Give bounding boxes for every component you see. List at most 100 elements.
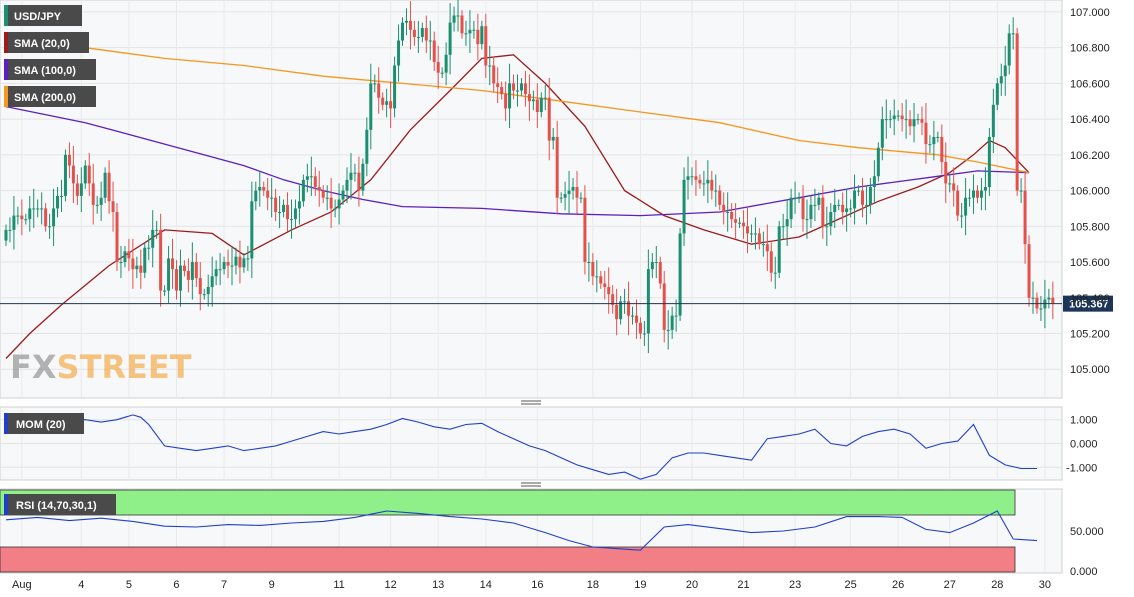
candle	[198, 262, 202, 311]
rsi-resize-handle[interactable]	[521, 482, 541, 487]
candle-body	[892, 115, 896, 120]
candle-body	[75, 183, 79, 196]
candle-body	[686, 176, 690, 180]
candle-body	[749, 233, 753, 235]
candle	[999, 63, 1003, 96]
candle-body	[964, 197, 968, 216]
candle	[238, 240, 242, 284]
price-tick-label: 105.400	[1070, 293, 1110, 305]
candle	[428, 20, 432, 61]
candle	[896, 110, 900, 121]
candle	[186, 258, 190, 293]
legend-sma-200[interactable]: SMA (200,0)	[4, 86, 96, 107]
candle	[488, 45, 492, 86]
candle-body	[87, 165, 91, 184]
candle	[734, 203, 738, 239]
candle	[964, 178, 968, 236]
candle	[900, 103, 904, 132]
candle	[456, 0, 460, 32]
candle-body	[531, 99, 535, 102]
candle-body	[698, 179, 702, 184]
candle-body	[40, 208, 44, 210]
candle-body	[178, 265, 182, 291]
candle-body	[952, 183, 956, 191]
candle	[912, 103, 916, 143]
candle	[313, 167, 317, 196]
candle	[972, 174, 976, 214]
candle	[381, 92, 385, 111]
price-tick-label: 106.600	[1070, 78, 1110, 90]
legend-mom[interactable]: MOM (20)	[4, 413, 84, 434]
candle	[365, 117, 369, 177]
candle-body	[71, 165, 75, 184]
candle-body	[436, 61, 440, 73]
x-tick-label: 13	[432, 579, 444, 591]
candle-body	[674, 315, 678, 317]
candle	[706, 160, 710, 204]
candle-body	[325, 197, 329, 199]
candle-body	[222, 262, 226, 270]
candle	[817, 192, 821, 211]
candle-body	[662, 283, 666, 330]
sma-200-line	[5, 34, 1030, 174]
candle	[171, 238, 175, 289]
candle-body	[202, 294, 206, 296]
candle	[650, 253, 654, 279]
candle-body	[282, 204, 286, 213]
candle	[91, 163, 95, 225]
candle	[440, 67, 444, 79]
candle	[983, 167, 987, 211]
candle	[174, 260, 178, 300]
candle-body	[242, 258, 246, 268]
legend-sma-20[interactable]: SMA (20,0)	[4, 32, 89, 53]
candle	[884, 99, 888, 139]
candle-body	[401, 22, 405, 41]
watermark-fx: FX	[10, 348, 57, 386]
candle	[75, 174, 79, 205]
candle-body	[309, 176, 313, 178]
candle	[119, 245, 123, 279]
candle	[28, 195, 32, 232]
candle	[393, 56, 397, 118]
legend-symbol[interactable]: USD/JPY	[4, 5, 82, 26]
candle	[904, 99, 908, 139]
price-tick-label: 106.400	[1070, 114, 1110, 126]
candle	[607, 267, 611, 314]
x-tick-label: 9	[269, 579, 275, 591]
candle	[924, 103, 928, 164]
candle-body	[214, 269, 218, 277]
candle-body	[123, 251, 127, 263]
rsi-label: RSI (14,70,30,1)	[16, 500, 97, 512]
candle-body	[991, 104, 995, 137]
candle-body	[250, 201, 254, 259]
x-tick-label: 4	[78, 579, 84, 591]
candle	[210, 256, 214, 307]
x-tick-label: 6	[173, 579, 179, 591]
candle-body	[603, 283, 607, 288]
candle-body	[563, 194, 567, 198]
legend-sma-100[interactable]: SMA (100,0)	[4, 59, 96, 80]
candle	[48, 213, 52, 239]
candle-body	[1003, 65, 1007, 77]
x-tick-label: 28	[991, 579, 1003, 591]
candle-body	[722, 204, 726, 213]
candle	[135, 256, 139, 279]
candle	[960, 203, 964, 229]
candle-body	[690, 176, 694, 178]
candle	[369, 63, 373, 150]
candle	[131, 238, 135, 289]
gridlines	[0, 0, 1062, 573]
price-tick-label: 105.800	[1070, 221, 1110, 233]
candle	[928, 135, 932, 154]
candle-body	[377, 83, 381, 98]
candle	[178, 249, 182, 307]
candle-body	[539, 97, 543, 112]
candle-body	[789, 197, 793, 220]
candle	[785, 199, 789, 246]
price-tick-label: 106.800	[1070, 43, 1110, 55]
mom-resize-handle[interactable]	[521, 400, 541, 405]
legend-rsi[interactable]: RSI (14,70,30,1)	[4, 494, 116, 515]
candle	[341, 185, 345, 205]
candle	[714, 174, 718, 207]
candle	[547, 78, 551, 161]
